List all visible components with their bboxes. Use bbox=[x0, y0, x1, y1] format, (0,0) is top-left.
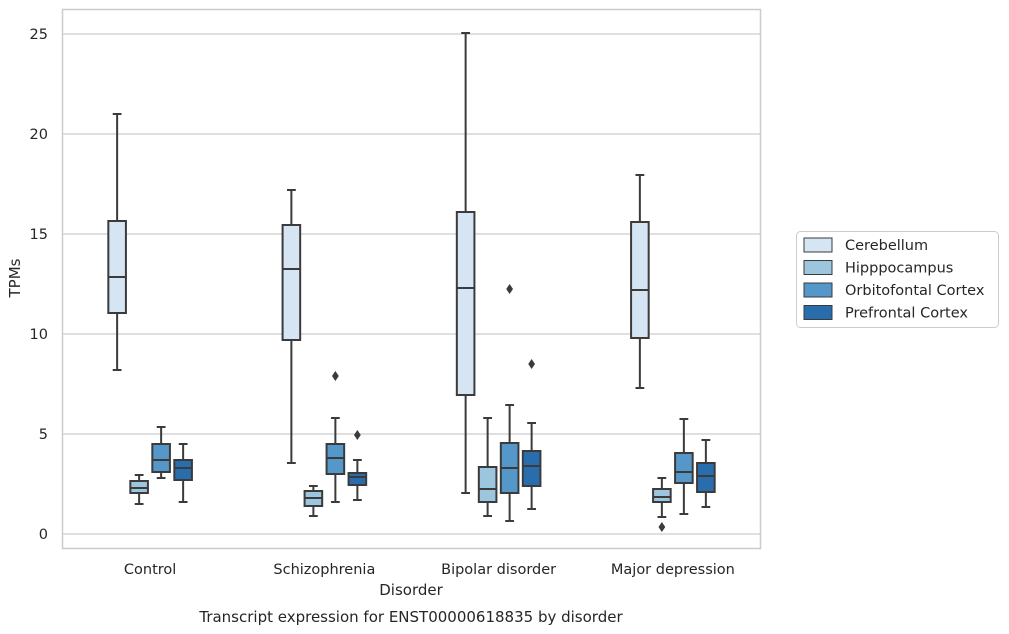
x-tick-label: Schizophrenia bbox=[273, 562, 375, 578]
box-1-0 bbox=[129, 474, 149, 505]
legend-swatch bbox=[803, 305, 833, 320]
x-tick-label: Control bbox=[124, 562, 176, 578]
box-2-2 bbox=[499, 284, 520, 522]
outlier-point bbox=[506, 284, 514, 294]
legend-label: Hipppocampus bbox=[845, 261, 953, 277]
box-0-1 bbox=[281, 189, 302, 464]
iqr-box bbox=[652, 488, 672, 503]
iqr-box bbox=[151, 443, 171, 473]
outlier-point bbox=[331, 371, 339, 381]
legend-swatch bbox=[803, 237, 833, 253]
y-axis-ticks: 0 5 10 15 20 25 bbox=[30, 27, 48, 543]
iqr-box bbox=[630, 221, 650, 339]
y-tick-label: 5 bbox=[39, 427, 48, 443]
iqr-box bbox=[455, 211, 476, 396]
outlier-point bbox=[353, 430, 361, 440]
plot-area-frame bbox=[61, 8, 762, 550]
box-1-2 bbox=[477, 417, 498, 517]
iqr-box bbox=[521, 450, 542, 487]
x-axis-ticks: Control Schizophrenia Bipolar disorder Majo… bbox=[124, 562, 735, 578]
box-1-1 bbox=[303, 485, 324, 517]
legend-swatch bbox=[803, 282, 833, 298]
legend-label: Prefrontal Cortex bbox=[845, 306, 968, 322]
box-0-2 bbox=[455, 32, 476, 494]
y-tick-label: 25 bbox=[30, 27, 48, 43]
box-3-0 bbox=[173, 443, 193, 503]
y-tick-label: 0 bbox=[39, 527, 48, 543]
legend-label: Orbitofontal Cortex bbox=[845, 283, 985, 299]
x-tick-label: Bipolar disorder bbox=[441, 562, 556, 578]
y-tick-label: 20 bbox=[30, 127, 48, 143]
y-tick-label: 10 bbox=[30, 327, 48, 343]
gridlines bbox=[63, 33, 760, 535]
iqr-box bbox=[477, 466, 498, 503]
legend: Cerebellum Hipppocampus Orbitofontal Corte… bbox=[796, 231, 999, 328]
y-tick-label: 15 bbox=[30, 227, 48, 243]
legend-label: Cerebellum bbox=[845, 238, 928, 254]
box-1-3 bbox=[652, 477, 672, 532]
legend-frame bbox=[796, 231, 999, 328]
outlier-point bbox=[658, 522, 666, 532]
box-3-3 bbox=[696, 439, 716, 508]
boxes bbox=[107, 32, 716, 532]
iqr-box bbox=[281, 224, 302, 341]
x-tick-label: Major depression bbox=[611, 562, 735, 578]
iqr-box bbox=[107, 220, 127, 314]
box-3-1 bbox=[347, 430, 368, 501]
box-2-3 bbox=[674, 418, 694, 515]
outlier-point bbox=[528, 359, 536, 369]
y-axis-label: TPMs bbox=[6, 258, 24, 298]
iqr-box bbox=[173, 459, 193, 481]
chart-caption: Transcript expression for ENST0000061883… bbox=[198, 608, 623, 626]
box-2-1 bbox=[325, 371, 346, 503]
iqr-box bbox=[674, 452, 694, 484]
box-0-3 bbox=[630, 174, 650, 389]
legend-swatch bbox=[803, 260, 833, 275]
box-3-2 bbox=[521, 359, 542, 510]
x-axis-label: Disorder bbox=[379, 581, 443, 599]
box-0-0 bbox=[107, 113, 127, 371]
box-2-0 bbox=[151, 426, 171, 479]
iqr-box bbox=[347, 472, 368, 486]
iqr-box bbox=[696, 462, 716, 493]
